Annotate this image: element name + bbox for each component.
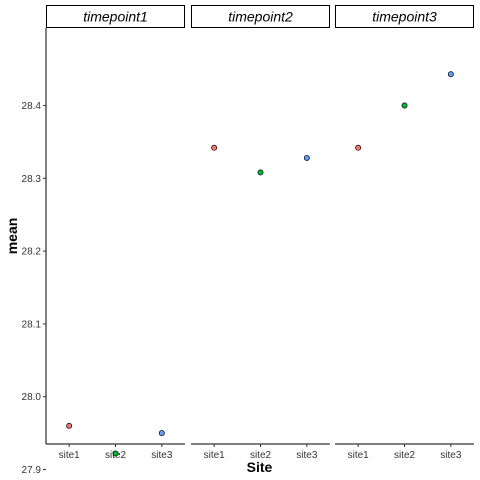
data-point-site1 (212, 145, 217, 150)
data-point-site3 (159, 431, 164, 436)
data-point-site2 (113, 451, 118, 456)
data-point-site3 (304, 155, 309, 160)
facet-strip-label: timepoint3 (372, 9, 437, 25)
data-point-site3 (448, 72, 453, 77)
facet-panel-timepoint3: timepoint3 site1 site2 site3 (335, 6, 474, 462)
y-tick-label: 27.9 (22, 465, 42, 476)
y-tick-label: 28.3 (22, 174, 42, 185)
y-tick-label: 28.2 (22, 247, 42, 258)
x-tick-label: site3 (440, 450, 462, 461)
facet-strip-label: timepoint2 (228, 9, 293, 25)
y-axis: 27.9 28.0 28.1 28.2 28.3 28.4 (22, 28, 46, 476)
y-axis-title: mean (4, 218, 20, 255)
facet-panels: timepoint1 site1 site2 site3 timepoint2 site1… (46, 6, 474, 462)
facet-strip-label: timepoint1 (83, 9, 148, 25)
x-tick-label: site3 (151, 450, 173, 461)
x-tick-label: site1 (59, 450, 81, 461)
facet-panel-timepoint1: timepoint1site1site2site3 (46, 6, 185, 462)
y-tick-label: 28.1 (22, 319, 42, 330)
y-tick-label: 28.4 (22, 101, 42, 112)
x-tick-label: site3 (296, 450, 318, 461)
data-point-site1 (67, 423, 72, 428)
x-tick-label: site1 (348, 450, 370, 461)
x-tick-label: site2 (394, 450, 416, 461)
data-point-site2 (258, 170, 263, 175)
x-axis-title: Site (247, 459, 273, 475)
y-tick-label: 28.0 (22, 392, 42, 403)
data-point-site2 (402, 103, 407, 108)
data-point-site1 (356, 145, 361, 150)
x-tick-label: site1 (204, 450, 226, 461)
